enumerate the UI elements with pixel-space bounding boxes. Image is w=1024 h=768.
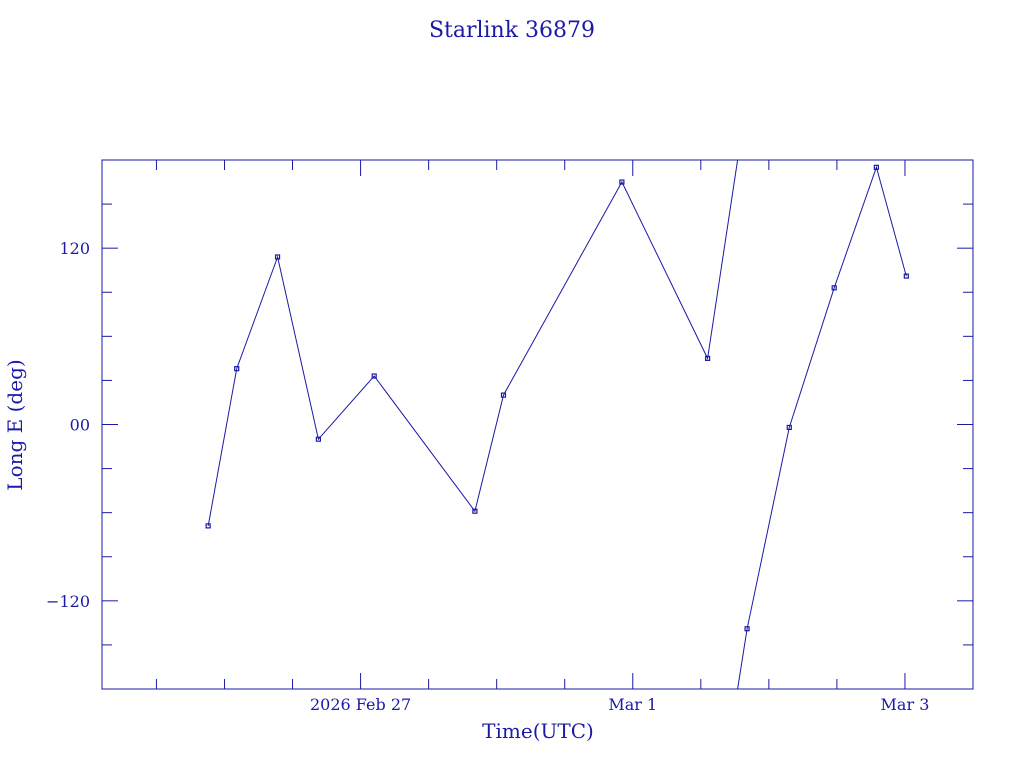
data-point bbox=[744, 626, 750, 632]
data-point bbox=[234, 366, 240, 372]
y-tick-label: 120 bbox=[59, 239, 90, 258]
data-point bbox=[205, 523, 211, 529]
series-line-segment-1 bbox=[737, 165, 907, 690]
data-point bbox=[873, 164, 879, 170]
data-point bbox=[831, 285, 837, 291]
series-line-segment-0 bbox=[207, 159, 739, 526]
x-axis-label: Time(UTC) bbox=[482, 719, 594, 743]
y-tick-label: −120 bbox=[46, 592, 90, 611]
y-axis-label: Long E (deg) bbox=[3, 359, 27, 490]
data-point bbox=[371, 373, 377, 379]
data-point bbox=[274, 254, 281, 260]
x-tick-label: 2026 Feb 27 bbox=[310, 695, 411, 714]
data-point bbox=[500, 392, 507, 398]
axis-ticks bbox=[102, 160, 973, 689]
series-group bbox=[205, 159, 909, 690]
data-point bbox=[786, 424, 792, 431]
data-point bbox=[705, 355, 711, 361]
data-point bbox=[619, 179, 625, 185]
x-tick-label: Mar 3 bbox=[881, 695, 930, 714]
chart-title: Starlink 36879 bbox=[429, 18, 595, 43]
y-tick-label: 00 bbox=[70, 416, 90, 435]
data-point bbox=[315, 436, 321, 442]
plot-frame bbox=[101, 159, 974, 690]
x-tick-label: Mar 1 bbox=[608, 695, 657, 714]
data-point bbox=[903, 273, 909, 279]
data-point bbox=[472, 508, 478, 514]
tick-labels: 2026 Feb 27 Mar 1 Mar 3 120 00 −120 bbox=[46, 239, 929, 714]
